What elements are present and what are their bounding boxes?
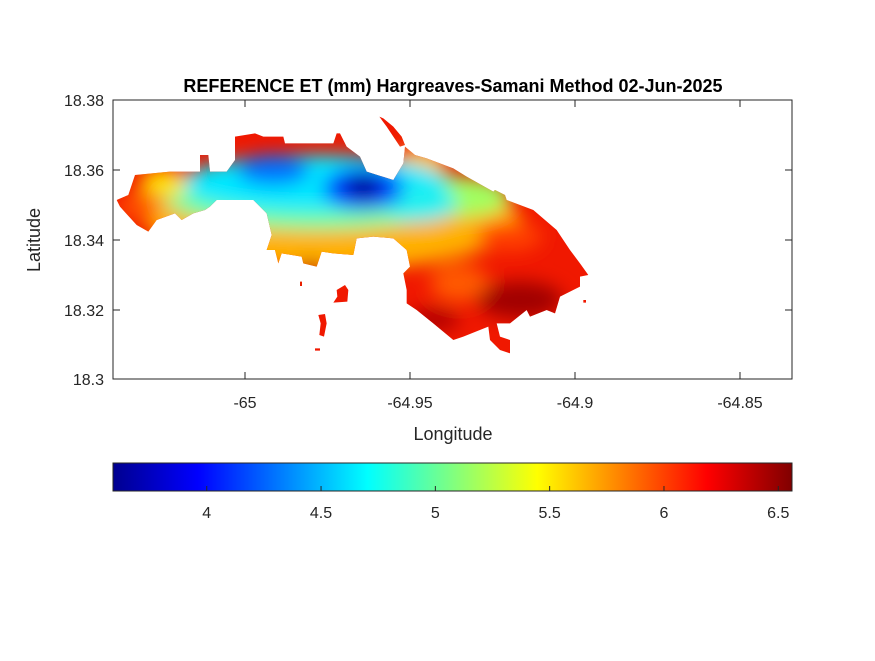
colorbar: 4 4.5 5 5.5 6 6.5	[112, 462, 793, 522]
x-tick-label: -65	[233, 395, 256, 412]
contour-region-darkred-se	[476, 281, 564, 319]
contour-region-orange-w	[116, 193, 157, 220]
colorbar-tick-label: 4.5	[310, 505, 332, 522]
y-tick-label: 18.34	[64, 233, 104, 250]
contour-region-blue-w	[236, 154, 310, 185]
x-tick-label: -64.9	[557, 395, 594, 412]
y-axis-label: Latitude	[24, 208, 44, 272]
y-axis: 18.38 18.36 18.34 18.32 18.3 Latitude	[24, 93, 792, 389]
x-axis: -65 -64.95 -64.9 -64.85 Longitude	[233, 100, 763, 444]
colorbar-tick-label: 6.5	[767, 505, 789, 522]
colorbar-tick-label: 5	[431, 505, 440, 522]
y-tick-label: 18.38	[64, 93, 104, 110]
contour-region-orange-s	[429, 264, 490, 302]
x-tick-label: -64.95	[387, 395, 432, 412]
colorbar-tick-label: 4	[202, 505, 211, 522]
colorbar-tick-label: 6	[660, 505, 669, 522]
colorbar-tick-label: 5.5	[539, 505, 561, 522]
contour-region-darkblue	[344, 174, 382, 199]
y-tick-label: 18.3	[73, 372, 104, 389]
colorbar-gradient	[112, 462, 793, 492]
y-tick-label: 18.36	[64, 163, 104, 180]
x-axis-label: Longitude	[413, 424, 492, 444]
chart-title: REFERENCE ET (mm) Hargreaves-Samani Meth…	[183, 76, 722, 96]
contour-region-yellow-w	[139, 168, 187, 199]
y-tick-label: 18.32	[64, 303, 104, 320]
x-tick-label: -64.85	[717, 395, 762, 412]
contour-region-orange-ne	[476, 221, 544, 252]
